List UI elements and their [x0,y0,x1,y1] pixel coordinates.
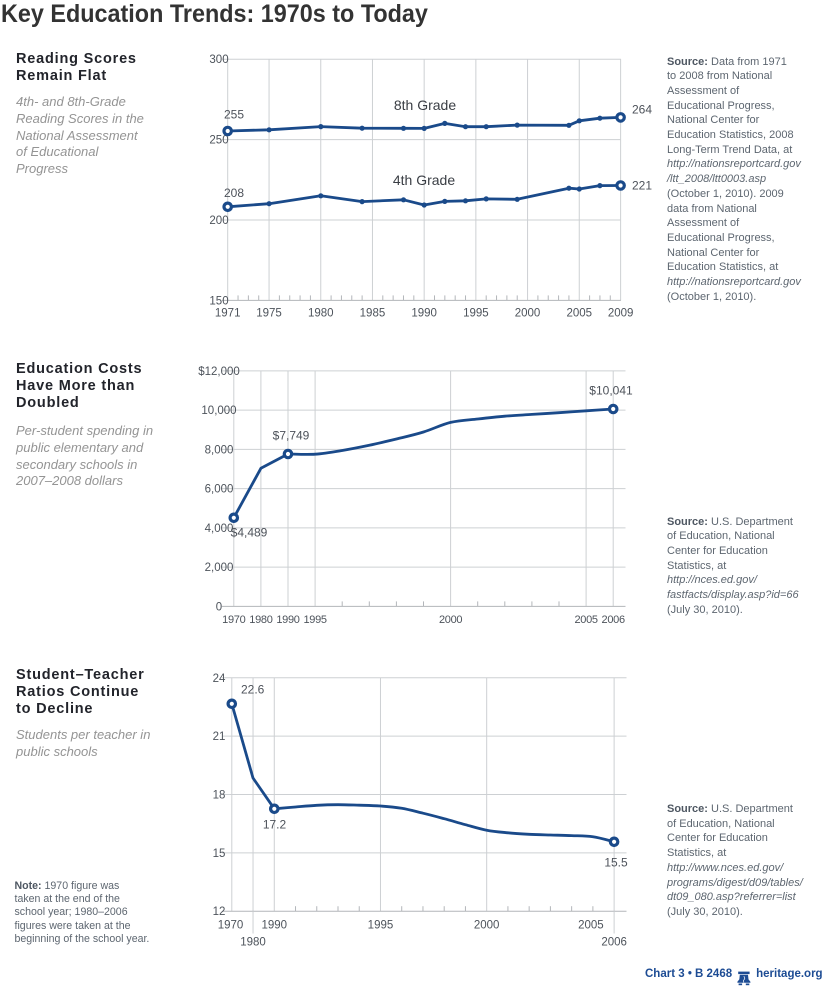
svg-text:221: 221 [632,179,652,193]
svg-text:1971: 1971 [215,308,241,320]
svg-text:4,000: 4,000 [205,523,234,535]
svg-text:8th Grade: 8th Grade [394,97,456,113]
svg-text:2009: 2009 [608,308,634,320]
svg-text:2006: 2006 [601,936,627,948]
svg-text:1970: 1970 [218,919,244,931]
svg-text:150: 150 [209,295,228,307]
svg-text:17.2: 17.2 [263,818,287,832]
svg-text:1980: 1980 [308,308,334,320]
svg-text:10,000: 10,000 [201,405,236,417]
svg-text:15: 15 [213,848,226,860]
svg-text:1990: 1990 [276,614,299,626]
svg-text:2006: 2006 [602,614,625,626]
svg-text:1995: 1995 [368,919,394,931]
svg-text:$7,749: $7,749 [273,429,310,443]
svg-text:2005: 2005 [578,919,604,931]
svg-text:200: 200 [209,215,228,227]
svg-text:8,000: 8,000 [205,444,234,456]
svg-text:2000: 2000 [515,308,541,320]
svg-text:300: 300 [209,54,228,66]
svg-text:21: 21 [213,731,226,743]
svg-text:1975: 1975 [256,308,282,320]
svg-text:255: 255 [224,108,244,122]
svg-text:18: 18 [213,790,226,802]
svg-text:0: 0 [216,601,222,613]
svg-text:1995: 1995 [303,614,326,626]
svg-text:$4,489: $4,489 [231,526,268,540]
svg-text:1990: 1990 [261,919,287,931]
svg-text:1970: 1970 [222,614,245,626]
svg-text:1980: 1980 [240,936,266,948]
svg-text:250: 250 [209,135,228,147]
svg-text:2,000: 2,000 [205,562,234,574]
svg-text:2005: 2005 [574,614,597,626]
svg-text:4th Grade: 4th Grade [393,172,455,188]
svg-text:1995: 1995 [463,308,489,320]
svg-text:12: 12 [213,906,226,918]
svg-text:1980: 1980 [249,614,272,626]
svg-text:6,000: 6,000 [205,484,234,496]
svg-text:2000: 2000 [474,919,500,931]
svg-text:24: 24 [213,673,226,685]
svg-text:$10,041: $10,041 [589,384,633,398]
svg-text:264: 264 [632,103,652,117]
svg-text:$12,000: $12,000 [198,366,240,378]
svg-text:15.5: 15.5 [604,856,628,870]
svg-text:2005: 2005 [566,308,592,320]
svg-text:22.6: 22.6 [241,683,265,697]
svg-text:2000: 2000 [439,614,462,626]
svg-text:1985: 1985 [360,308,386,320]
svg-text:1990: 1990 [411,308,437,320]
svg-text:208: 208 [224,186,244,200]
